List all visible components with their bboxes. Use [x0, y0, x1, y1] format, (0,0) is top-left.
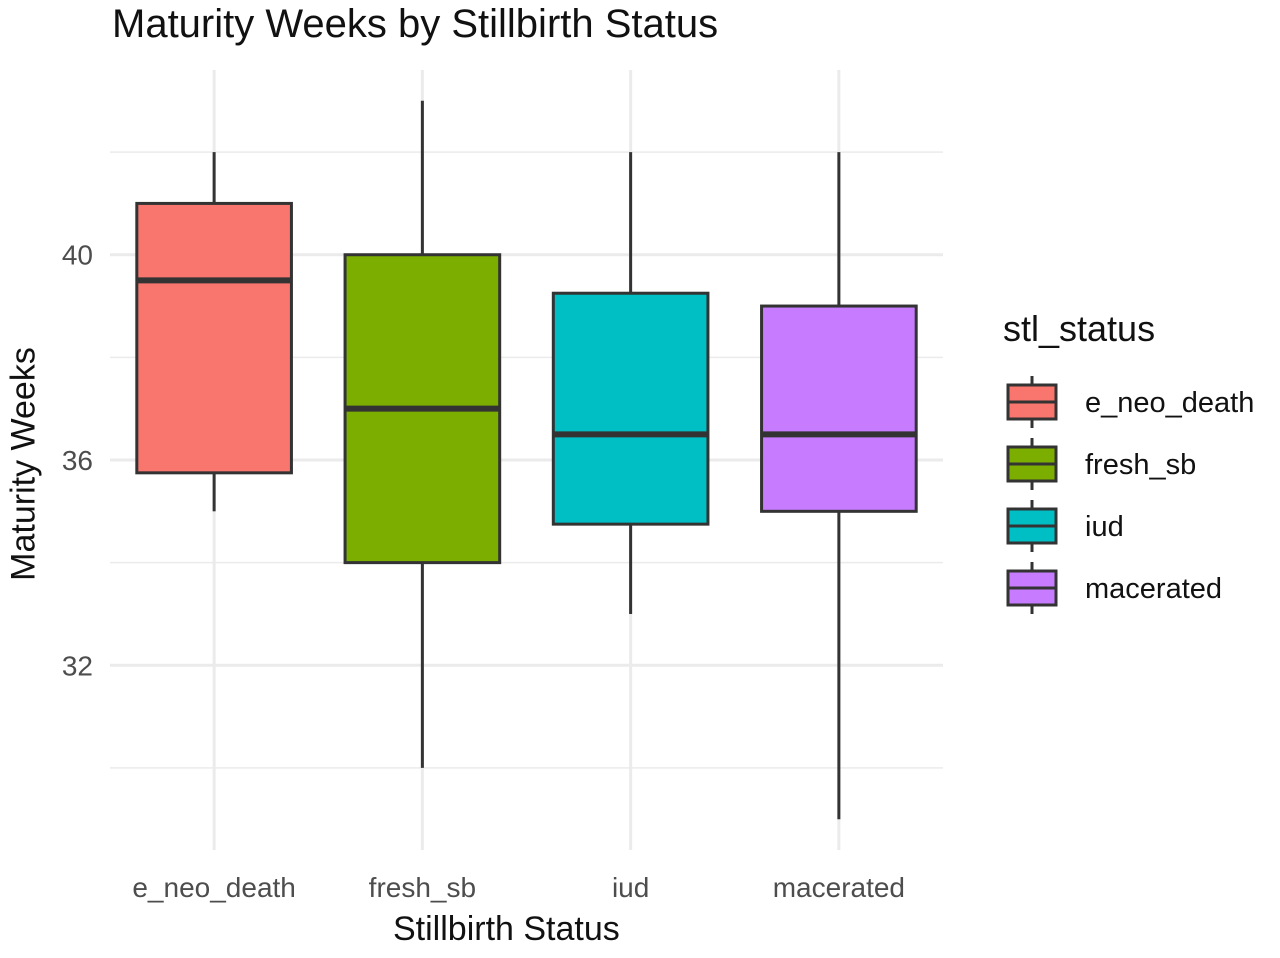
y-axis-title: Maturity Weeks — [4, 347, 43, 581]
y-tick-label: 36 — [62, 445, 93, 476]
x-axis-title: Stillbirth Status — [393, 910, 620, 948]
x-tick-label: fresh_sb — [369, 872, 476, 903]
legend-label: iud — [1085, 511, 1124, 543]
legend-title: stl_status — [1003, 308, 1156, 349]
box-iud — [551, 291, 710, 526]
legend-label: fresh_sb — [1085, 449, 1196, 481]
box-e_neo_death — [135, 201, 293, 475]
chart-title: Maturity Weeks by Stillbirth Status — [112, 2, 719, 46]
x-tick-label: iud — [612, 872, 649, 903]
legend-label: e_neo_death — [1085, 387, 1254, 419]
box-macerated — [760, 304, 918, 513]
legend-label: macerated — [1085, 573, 1222, 605]
y-tick-label: 40 — [62, 240, 93, 271]
x-tick-label: e_neo_death — [132, 872, 296, 903]
y-tick-label: 32 — [62, 650, 93, 681]
x-tick-label: macerated — [773, 872, 905, 903]
